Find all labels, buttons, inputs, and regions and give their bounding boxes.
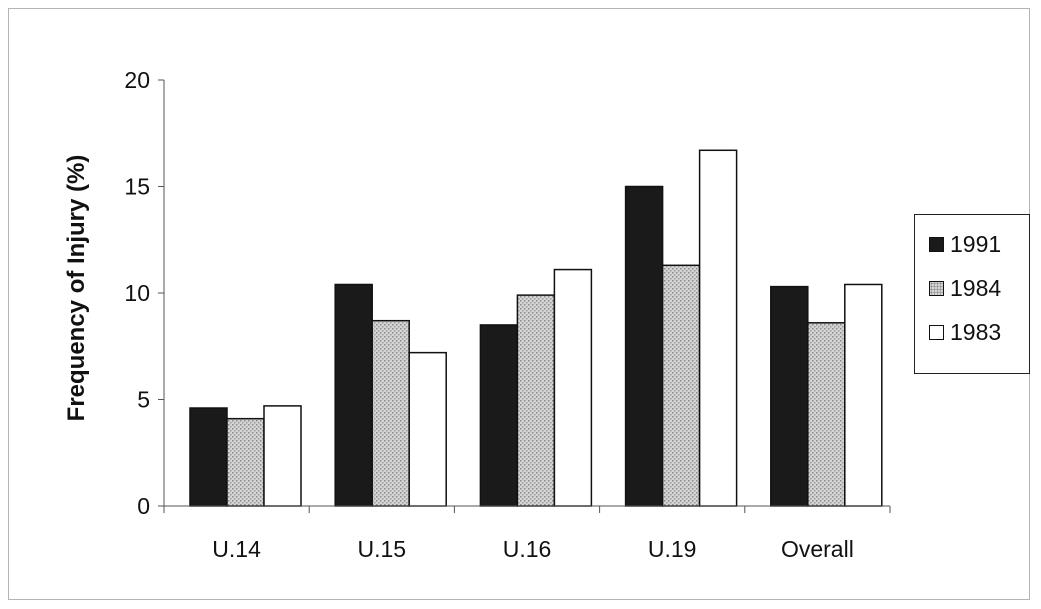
- bar-1984-u14: [226, 417, 265, 507]
- legend-swatch: [929, 280, 944, 296]
- bar-1983-u14: [263, 405, 302, 507]
- y-tick-label: 10: [124, 280, 150, 306]
- axes-layer: 0 5 10 15 20 U.14 U.15 U.16 U.19 Overall: [124, 67, 891, 562]
- y-tick-label: 0: [137, 493, 150, 519]
- y-tick-label: 5: [137, 387, 150, 413]
- legend: 1991 1984 1983: [914, 214, 1030, 374]
- y-tick-label: 15: [124, 174, 150, 200]
- y-axis-label: Frequency of Injury (%): [63, 155, 90, 422]
- legend-item-1983: 1983: [929, 317, 1001, 347]
- bar-1984-overall: [807, 322, 846, 507]
- x-tick-label: U.15: [358, 536, 407, 562]
- bar-1983-overall: [844, 283, 883, 507]
- bar-1984-u15: [371, 319, 410, 507]
- bar-1983-u19: [698, 149, 738, 507]
- bar-1984-u19: [661, 264, 701, 507]
- bars-layer: [189, 149, 883, 507]
- bar-1983-u15: [408, 351, 447, 507]
- bar-1991-u15: [334, 283, 373, 507]
- bar-1991-u14: [189, 407, 228, 507]
- legend-label: 1984: [950, 274, 1002, 301]
- bar-1991-overall: [770, 285, 809, 507]
- bar-1983-u16: [553, 268, 593, 507]
- y-tick-label: 20: [124, 67, 150, 93]
- legend-swatch: [929, 324, 944, 340]
- legend-item-1984: 1984: [929, 273, 1001, 303]
- legend-label: 1983: [950, 318, 1002, 345]
- x-tick-label: U.19: [648, 536, 697, 562]
- legend-item-1991: 1991: [929, 229, 1001, 259]
- x-tick-label: Overall: [781, 536, 854, 562]
- bar-1991-u16: [479, 324, 519, 507]
- x-tick-label: U.16: [503, 536, 552, 562]
- legend-label: 1991: [950, 230, 1002, 257]
- bar-1991-u19: [624, 185, 664, 507]
- bar-1984-u16: [516, 294, 556, 507]
- x-tick-label: U.14: [212, 536, 261, 562]
- legend-swatch: [929, 236, 944, 252]
